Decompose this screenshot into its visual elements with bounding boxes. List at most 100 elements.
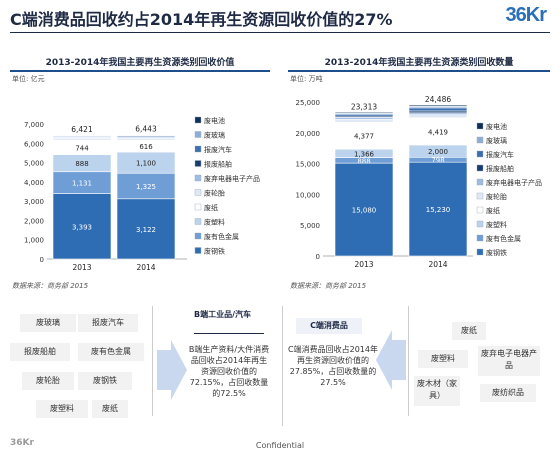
bar-value-label: 4,419 — [428, 128, 448, 136]
bar-segment-2014-0 — [408, 161, 468, 257]
bar-value-label: 1,131 — [72, 180, 92, 188]
bar-value-label: 798 — [431, 157, 444, 165]
c-tag-textiles: 废纺织品 — [480, 384, 536, 402]
y-tick-label: 5,000 — [24, 160, 44, 168]
bar-segment-2014-7 — [408, 107, 468, 112]
bar-value-label: 3,122 — [136, 226, 156, 234]
y-tick-label: 10,000 — [296, 191, 321, 199]
bar-value-label: 4,377 — [354, 133, 374, 141]
legend-label: 废轮胎 — [204, 189, 225, 198]
bar-value-label: 888 — [357, 157, 370, 165]
y-tick-label: 1,000 — [24, 237, 44, 245]
legend-swatch — [194, 116, 202, 124]
b-tag-paper: 废纸 — [92, 400, 128, 418]
b-box-text: B端生产资料/大件消费品回收占2014年再生资源回收价值的72.15%，占回收数… — [188, 345, 270, 398]
bar-segment-2014-0 — [116, 198, 176, 260]
bar-value-label: 1,100 — [136, 160, 156, 168]
b-tag-plastic: 废塑料 — [36, 400, 88, 418]
chart-right-unit: 单位: 万吨 — [290, 75, 323, 83]
legend-label: 废钢铁 — [486, 248, 507, 257]
legend-label: 废塑料 — [204, 218, 225, 227]
c-tag-paper: 废纸 — [452, 322, 486, 340]
bar-total-label: 23,313 — [351, 102, 377, 111]
legend-swatch — [194, 131, 202, 138]
title-underline — [10, 32, 550, 33]
legend-label: 报废汽车 — [204, 145, 232, 154]
b-tag-glass: 废玻璃 — [20, 314, 76, 332]
legend-swatch — [194, 189, 202, 196]
page-title: C端消费品回收约占2014年再生资源回收价值的27% — [10, 10, 393, 29]
bar-value-label: 616 — [139, 143, 153, 151]
legend-label: 废轮胎 — [486, 192, 507, 201]
legend-swatch — [476, 178, 484, 186]
bar-value-label: 2,000 — [428, 148, 448, 156]
legend-swatch — [194, 232, 202, 240]
legend-swatch — [194, 203, 202, 211]
legend-label: 废有色金属 — [204, 232, 239, 241]
x-category-label: 2014 — [136, 263, 155, 272]
bar-segment-2013-4 — [334, 118, 394, 123]
legend-swatch — [476, 206, 484, 214]
b-tag-nonferrous: 废有色金属 — [78, 343, 144, 361]
c-divider — [408, 306, 409, 416]
y-tick-label: 0 — [316, 253, 320, 261]
y-tick-label: 5,000 — [300, 222, 320, 230]
legend-label: 报废船舶 — [204, 160, 232, 169]
bar-segment-2013-9 — [52, 134, 112, 136]
legend-label: 废玻璃 — [486, 136, 507, 145]
legend-label: 废弃电器电子产品 — [486, 178, 542, 187]
legend-swatch — [194, 247, 202, 254]
c-box-title: C端消费品 — [296, 318, 362, 334]
chart-right: 05,00010,00015,00020,00025,00015,0808881… — [296, 95, 543, 269]
c-tag-plastic: 废塑料 — [418, 350, 468, 368]
bar-segment-2013-0 — [52, 193, 112, 260]
y-tick-label: 3,000 — [24, 198, 44, 206]
legend-swatch — [194, 145, 202, 153]
legend-swatch — [194, 160, 202, 167]
legend-label: 废纸 — [486, 206, 500, 215]
chart-left-title: 2013-2014年我国主要再生资源类别回收价值 — [45, 58, 235, 68]
legend-label: 废钢铁 — [204, 247, 225, 256]
bar-value-label: 888 — [75, 160, 88, 168]
legend-swatch — [476, 234, 484, 242]
b-tag-tires: 废轮胎 — [22, 372, 74, 390]
bar-value-label: 15,080 — [352, 207, 377, 215]
b-tag-steel: 废钢铁 — [78, 372, 132, 390]
bar-segment-2014-1 — [116, 172, 176, 200]
legend-label: 废塑料 — [486, 220, 507, 229]
c-tag-electronics: 废弃电子电器产品 — [478, 346, 540, 376]
b-box-rule — [194, 333, 264, 334]
bar-total-label: 6,421 — [71, 125, 93, 134]
b-box-title: B端工业品/汽车 — [194, 310, 252, 319]
x-category-label: 2014 — [428, 260, 447, 269]
y-tick-label: 6,000 — [24, 140, 44, 148]
legend-swatch — [476, 122, 484, 130]
legend-label: 废弃电器电子产品 — [204, 174, 260, 183]
chart-left-title-rule — [10, 70, 270, 72]
b-arrow-icon — [157, 340, 187, 400]
c-tag-furniture-wood: 废木材（家具） — [414, 376, 460, 406]
bar-segment-2014-4 — [408, 114, 468, 119]
footer-logo: 36Kr — [10, 438, 34, 448]
legend-swatch — [194, 218, 202, 225]
b-tag-scrap-ships: 报废船舶 — [10, 343, 70, 361]
legend-swatch — [194, 174, 202, 182]
bar-segment-2014-9 — [408, 104, 468, 107]
bar-segment-2013-3 — [334, 121, 394, 150]
legend-label: 废电池 — [204, 116, 225, 125]
c-box-text: C端消费品回收占2014年再生资源回收价值的27.85%，占回收数量的27.5% — [288, 345, 378, 387]
legend-label: 报废汽车 — [486, 150, 514, 159]
b-tag-scrap-cars: 报废汽车 — [78, 314, 138, 332]
legend-swatch — [476, 136, 484, 144]
legend-label: 废玻璃 — [204, 131, 225, 140]
chart-right-title-rule — [288, 70, 550, 72]
legend-swatch — [476, 192, 484, 200]
bar-value-label: 3,393 — [72, 223, 92, 231]
bar-segment-2013-0 — [334, 162, 394, 257]
legend-swatch — [476, 164, 484, 172]
confidential-label: Confidential — [255, 441, 305, 450]
y-tick-label: 0 — [40, 256, 44, 264]
x-category-label: 2013 — [72, 263, 91, 272]
bar-value-label: 15,230 — [426, 206, 451, 214]
chart-left-source: 数据来源：商务部 2015 — [12, 282, 89, 290]
